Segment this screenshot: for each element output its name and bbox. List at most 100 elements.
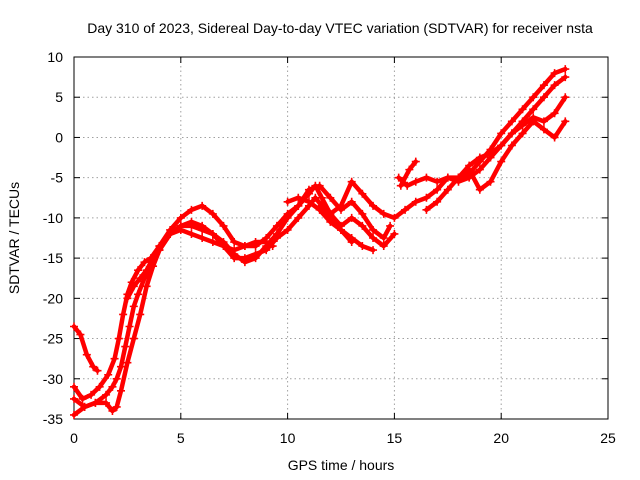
data-point bbox=[486, 177, 495, 186]
data-point bbox=[315, 205, 324, 214]
y-tick-label: -30 bbox=[43, 371, 63, 387]
data-point bbox=[134, 266, 143, 275]
data-point bbox=[176, 213, 185, 222]
x-tick-label: 10 bbox=[280, 430, 296, 446]
data-point bbox=[272, 221, 281, 230]
data-point bbox=[475, 153, 484, 162]
data-point bbox=[283, 209, 292, 218]
data-point bbox=[230, 250, 239, 259]
data-point bbox=[119, 310, 128, 319]
data-point bbox=[379, 209, 388, 218]
data-point bbox=[405, 165, 414, 174]
data-point bbox=[187, 205, 196, 214]
data-point bbox=[394, 173, 403, 182]
data-point bbox=[140, 258, 149, 267]
data-point bbox=[208, 229, 217, 238]
chart-title: Day 310 of 2023, Sidereal Day-to-day VTE… bbox=[87, 20, 593, 36]
y-tick-label: -5 bbox=[51, 170, 64, 186]
data-point bbox=[70, 382, 78, 391]
data-point bbox=[102, 398, 111, 407]
data-point bbox=[529, 105, 538, 114]
data-point bbox=[87, 390, 96, 399]
x-tick-label: 25 bbox=[600, 430, 616, 446]
data-point bbox=[70, 410, 78, 419]
data-point bbox=[240, 258, 249, 267]
series-track-9 bbox=[422, 93, 570, 214]
data-point bbox=[326, 209, 335, 218]
data-point bbox=[91, 398, 100, 407]
data-point bbox=[80, 402, 89, 411]
data-point bbox=[443, 185, 452, 194]
axes-ticks: 0 5 10 15 20 25 10 5 0 -5 -10 -15 -20 -25 -30 -35 bbox=[43, 49, 616, 446]
series-track-4 bbox=[70, 181, 399, 419]
x-tick-label: 0 bbox=[70, 430, 78, 446]
y-tick-label: -20 bbox=[43, 290, 63, 306]
data-point bbox=[411, 157, 420, 166]
data-point bbox=[550, 109, 559, 118]
data-point bbox=[187, 229, 196, 238]
data-point bbox=[208, 209, 217, 218]
data-point bbox=[149, 254, 158, 263]
data-point bbox=[251, 242, 260, 251]
data-point bbox=[125, 322, 134, 331]
data-point bbox=[123, 294, 132, 303]
data-point bbox=[358, 209, 367, 218]
data-point bbox=[561, 93, 570, 102]
data-point bbox=[208, 238, 217, 247]
data-point bbox=[82, 350, 91, 359]
data-point bbox=[507, 141, 516, 150]
data-point bbox=[411, 197, 420, 206]
y-tick-label: 10 bbox=[47, 49, 63, 65]
data-point bbox=[497, 141, 506, 150]
data-point bbox=[401, 205, 410, 214]
data-point bbox=[369, 234, 378, 242]
data-point bbox=[294, 201, 303, 210]
data-point bbox=[89, 362, 98, 371]
data-point bbox=[433, 177, 442, 186]
data-point bbox=[142, 266, 151, 275]
data-point bbox=[262, 242, 271, 251]
data-point bbox=[390, 213, 399, 222]
data-point bbox=[539, 93, 548, 102]
data-point bbox=[443, 173, 452, 182]
data-point bbox=[155, 242, 164, 251]
plot-frame bbox=[73, 56, 609, 420]
data-point bbox=[539, 125, 548, 134]
data-point bbox=[497, 129, 506, 138]
data-point bbox=[129, 334, 138, 343]
data-point bbox=[108, 406, 117, 415]
data-point bbox=[240, 242, 249, 251]
data-point bbox=[561, 65, 570, 74]
data-point bbox=[518, 121, 527, 130]
data-point bbox=[294, 213, 303, 222]
data-point bbox=[219, 221, 228, 230]
data-point bbox=[176, 221, 185, 230]
data-point bbox=[114, 334, 123, 343]
data-point bbox=[386, 221, 395, 230]
data-point bbox=[110, 354, 119, 363]
data-point bbox=[304, 197, 313, 206]
data-point bbox=[123, 358, 132, 367]
data-point bbox=[358, 189, 367, 198]
data-point bbox=[347, 213, 356, 222]
data-point bbox=[262, 234, 271, 242]
x-tick-label: 20 bbox=[493, 430, 509, 446]
data-point bbox=[102, 390, 111, 399]
data-point bbox=[550, 81, 559, 90]
data-point bbox=[358, 242, 367, 251]
data-point bbox=[337, 201, 345, 210]
data-point bbox=[369, 246, 378, 255]
data-point bbox=[347, 177, 356, 186]
data-point bbox=[317, 193, 326, 202]
data-point bbox=[550, 133, 559, 142]
x-axis-label: GPS time / hours bbox=[288, 457, 395, 473]
grid bbox=[74, 57, 608, 419]
y-tick-label: -10 bbox=[43, 210, 63, 226]
data-point bbox=[272, 229, 281, 238]
series-track-10 bbox=[454, 117, 570, 194]
data-point bbox=[112, 402, 121, 411]
data-point bbox=[134, 290, 143, 299]
series-line bbox=[71, 183, 397, 418]
series-line bbox=[125, 183, 393, 301]
